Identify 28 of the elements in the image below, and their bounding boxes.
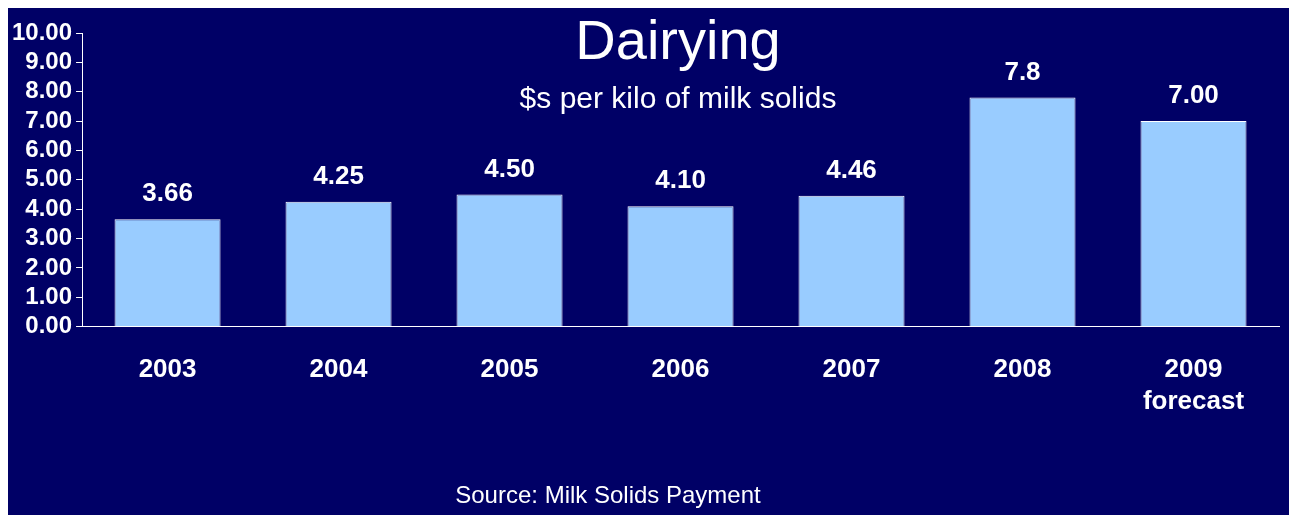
x-tick-label: 2003: [138, 353, 197, 384]
x-tick-label: 2004: [309, 353, 368, 384]
x-tick-label: 2008: [993, 353, 1052, 384]
y-tick-label: 9.00: [25, 46, 73, 74]
source-note: Source: Milk Solids Payment: [454, 480, 762, 510]
y-tick-label: 4.00: [25, 193, 73, 221]
y-tick-label: 8.00: [25, 76, 73, 104]
y-tick-label: 5.00: [25, 164, 73, 192]
y-tick-label: 0.00: [25, 311, 73, 339]
x-tick-label: 2006: [651, 353, 710, 384]
text: $s per kilo of milk solids: [518, 80, 838, 116]
y-tick-label: 2.00: [25, 252, 73, 280]
x-tick-label: 2007: [822, 353, 881, 384]
y-tick-label: 10.00: [12, 17, 73, 45]
data-label: 4.46: [826, 153, 877, 184]
data-label: 7.00: [1168, 79, 1219, 110]
data-label: 3.66: [142, 177, 193, 208]
y-tick-label: 7.00: [25, 105, 73, 133]
x-tick-label: 2005: [480, 353, 539, 384]
y-tick-label: 3.00: [25, 223, 73, 251]
chart-title: Dairying: [574, 8, 782, 72]
data-label: 4.25: [313, 159, 364, 190]
data-label: 7.8: [1004, 55, 1041, 86]
y-tick-label: 6.00: [25, 135, 73, 163]
y-tick-label: 1.00: [25, 281, 73, 309]
x-tick-label: 2009 forecast: [1142, 353, 1245, 415]
data-label: 4.50: [484, 152, 535, 183]
data-label: 4.10: [655, 164, 706, 195]
